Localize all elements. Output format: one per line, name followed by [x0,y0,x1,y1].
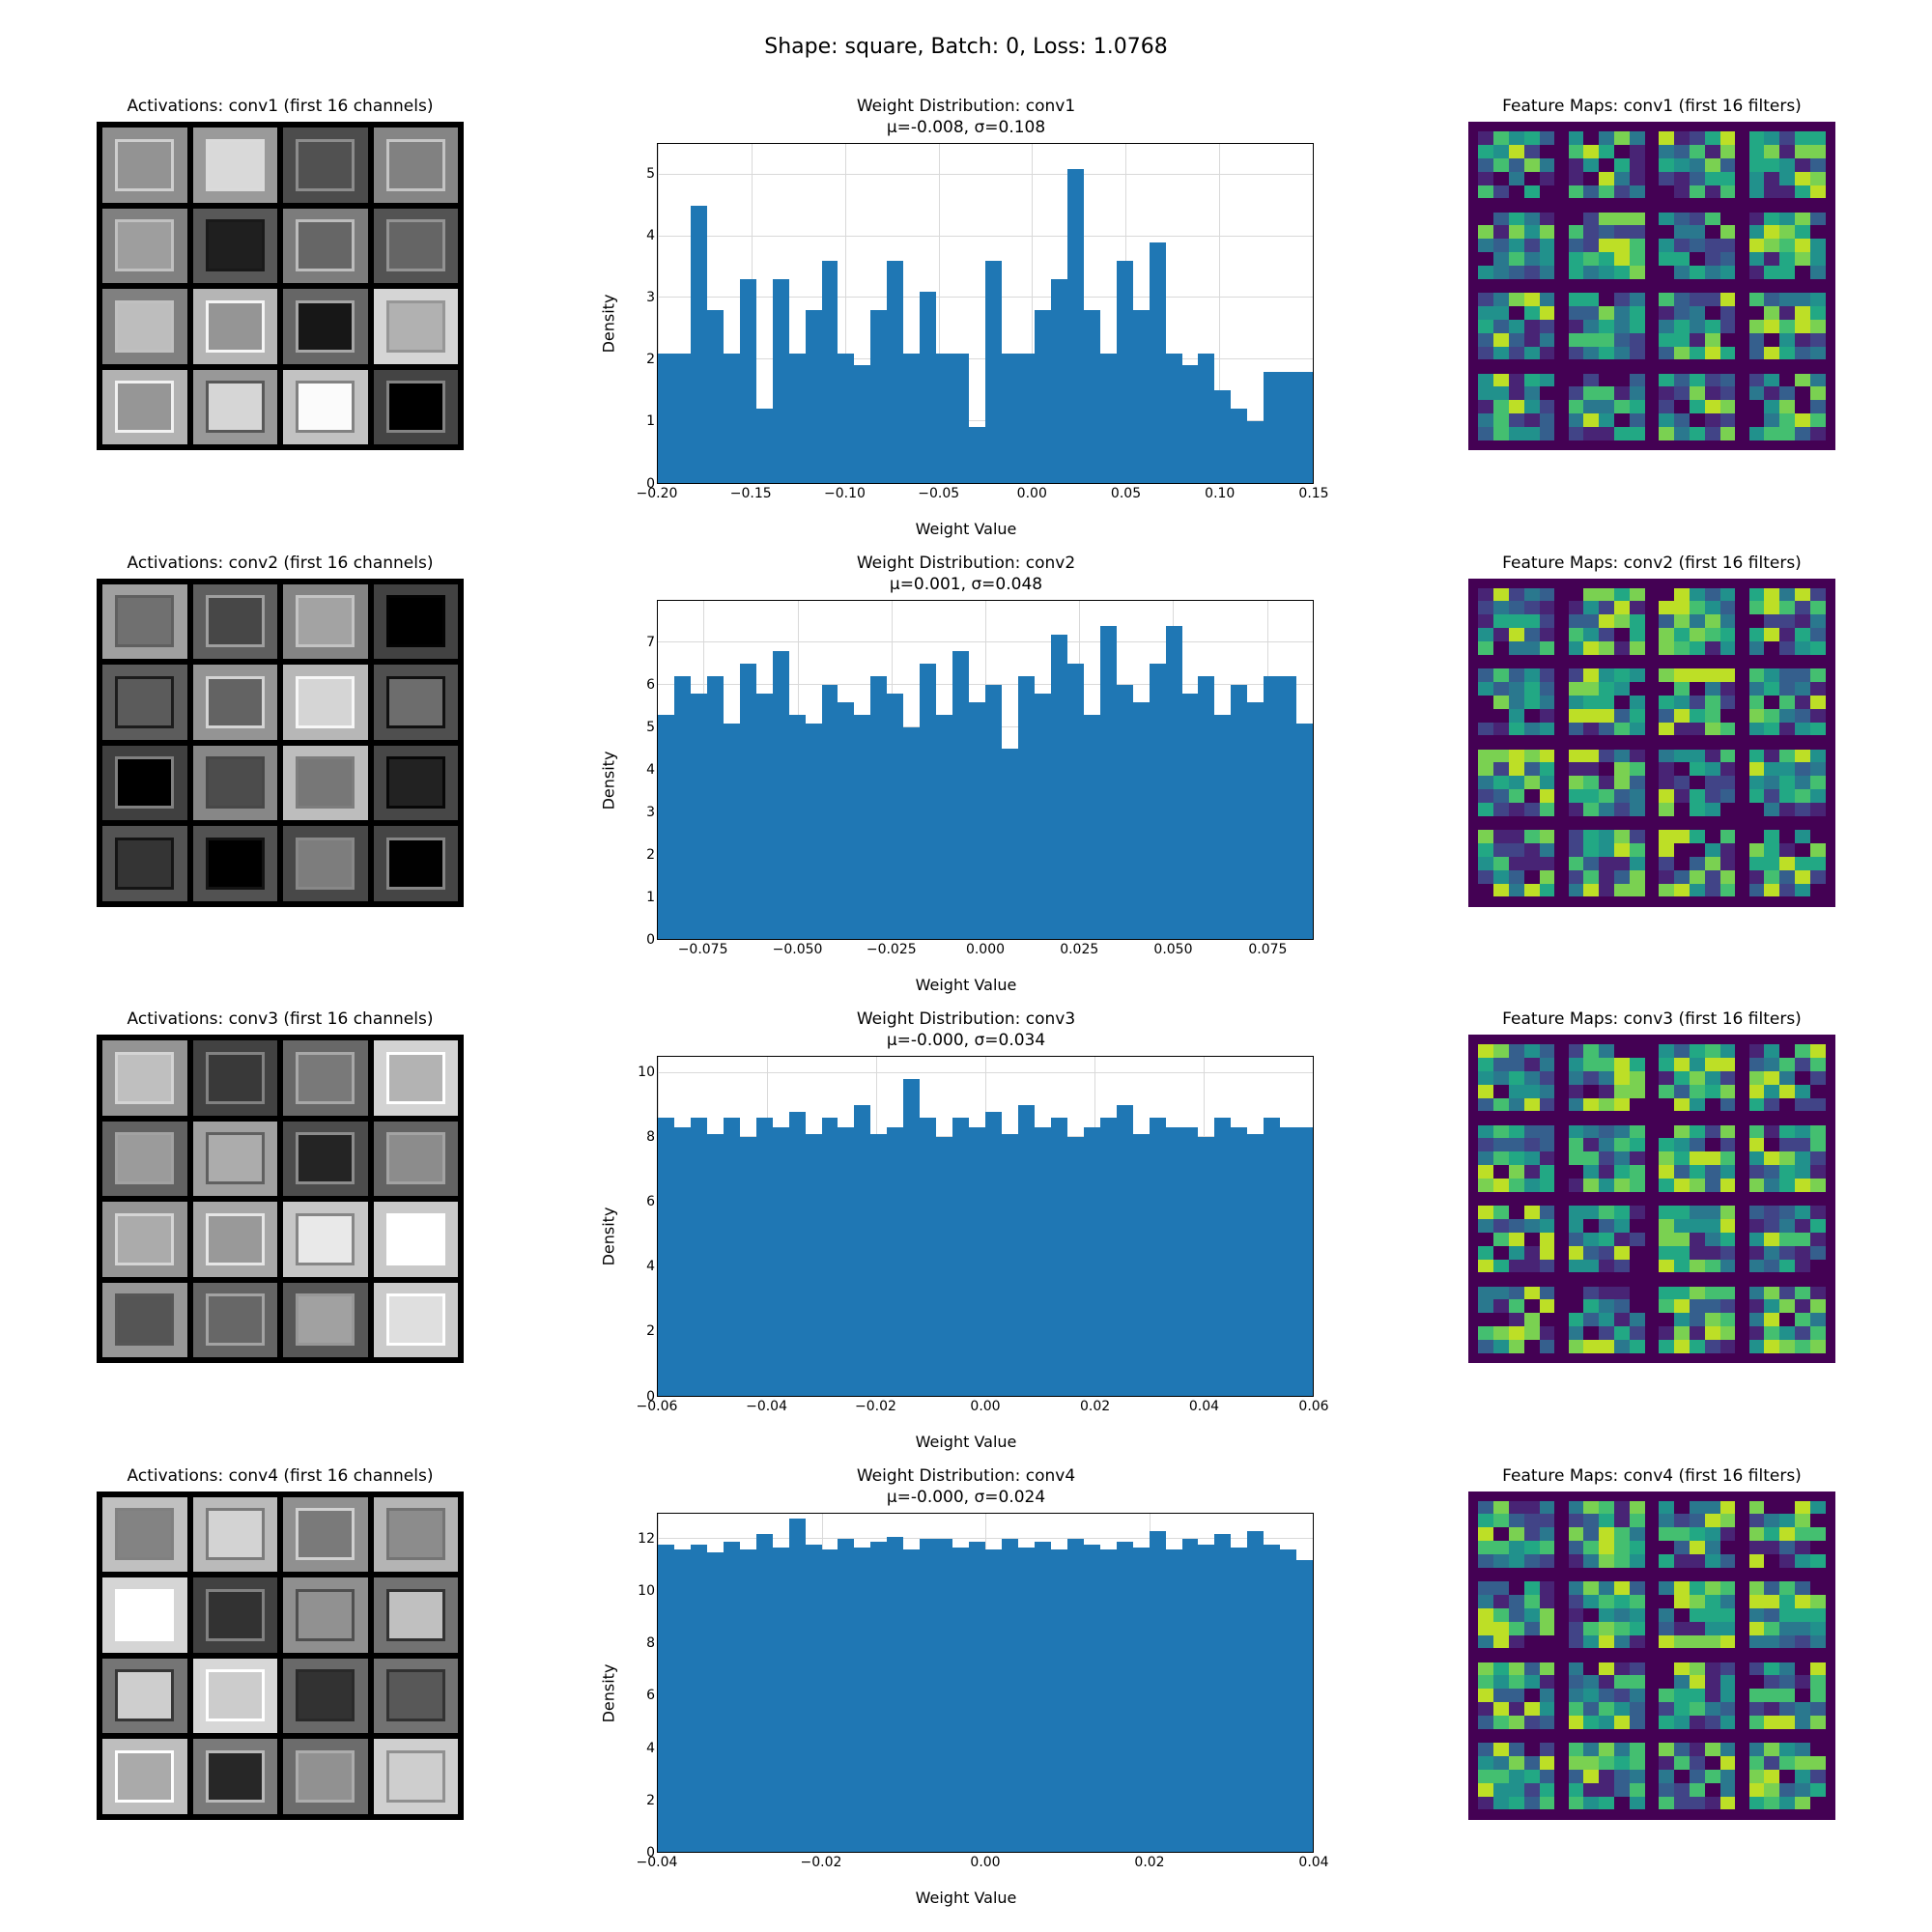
fmap-title: Feature Maps: conv2 (first 16 filters) [1502,554,1802,573]
hist-xlabel: Weight Value [916,1889,1017,1907]
hist-xlabel: Weight Value [916,1433,1017,1451]
hist-ylabel: Density [600,1663,618,1722]
activations-title: Activations: conv1 (first 16 channels) [128,97,434,116]
histogram: Density01234567−0.075−0.050−0.0250.0000.… [618,600,1314,962]
hist-title: Weight Distribution: conv2 [857,554,1075,573]
activations-title: Activations: conv4 (first 16 channels) [128,1466,434,1486]
activations-grid [97,1035,464,1363]
hist-title: Weight Distribution: conv1 [857,97,1075,116]
activations-grid [97,579,464,907]
fmap-title: Feature Maps: conv1 (first 16 filters) [1502,97,1802,116]
hist-xlabel: Weight Value [916,976,1017,994]
hist-ylabel: Density [600,295,618,354]
activations-title: Activations: conv2 (first 16 channels) [128,554,434,573]
hist-subtitle: μ=-0.008, σ=0.108 [887,118,1045,137]
feature-maps-grid [1468,122,1835,450]
histogram: Density024681012−0.04−0.020.000.020.04We… [618,1513,1314,1875]
histogram: Density012345−0.20−0.15−0.10−0.050.000.0… [618,143,1314,505]
hist-title: Weight Distribution: conv4 [857,1466,1075,1486]
hist-subtitle: μ=0.001, σ=0.048 [890,575,1042,594]
hist-ylabel: Density [600,1208,618,1266]
feature-maps-grid [1468,1492,1835,1820]
fmap-title: Feature Maps: conv3 (first 16 filters) [1502,1009,1802,1029]
activations-grid [97,1492,464,1820]
histogram: Density0246810−0.06−0.04−0.020.000.020.0… [618,1056,1314,1418]
activations-title: Activations: conv3 (first 16 channels) [128,1009,434,1029]
hist-ylabel: Density [600,751,618,810]
hist-title: Weight Distribution: conv3 [857,1009,1075,1029]
hist-subtitle: μ=-0.000, σ=0.024 [887,1488,1045,1507]
feature-maps-grid [1468,579,1835,907]
hist-xlabel: Weight Value [916,520,1017,538]
figure-suptitle: Shape: square, Batch: 0, Loss: 1.0768 [0,35,1932,59]
activations-grid [97,122,464,450]
feature-maps-grid [1468,1035,1835,1363]
hist-subtitle: μ=-0.000, σ=0.034 [887,1031,1045,1050]
fmap-title: Feature Maps: conv4 (first 16 filters) [1502,1466,1802,1486]
